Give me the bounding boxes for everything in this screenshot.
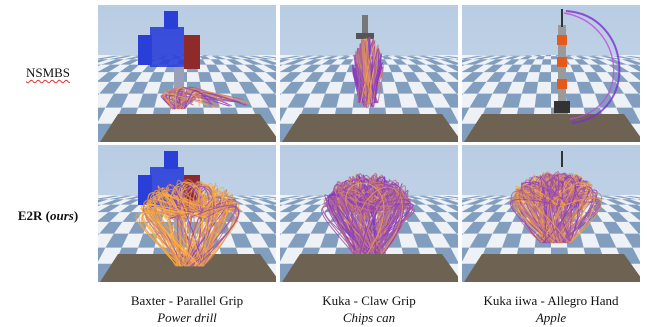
- caption-object: Power drill: [157, 310, 217, 325]
- caption-robot: Kuka - Claw Grip: [322, 293, 416, 308]
- simulation-render: [280, 5, 458, 142]
- caption-iiwa: Kuka iiwa - Allegro Hand Apple: [460, 292, 642, 326]
- caption-robot: Kuka iiwa - Allegro Hand: [483, 293, 619, 308]
- panel-e2r-iiwa: [462, 145, 640, 282]
- panel-nsmbs-kuka: [280, 5, 458, 142]
- panel-nsmbs-baxter: [98, 5, 276, 142]
- simulation-render: [98, 5, 276, 142]
- caption-object: Chips can: [342, 310, 396, 325]
- caption-object: Apple: [535, 310, 567, 325]
- caption-robot: Baxter - Parallel Grip: [130, 293, 244, 308]
- simulation-render: [98, 145, 276, 282]
- panel-e2r-kuka: [280, 145, 458, 282]
- panel-nsmbs-iiwa: [462, 5, 640, 142]
- simulation-render: [462, 145, 640, 282]
- caption-baxter: Baxter - Parallel Grip Power drill: [96, 292, 278, 326]
- row-label-e2r: E2R (ours): [17, 208, 79, 223]
- caption-kuka: Kuka - Claw Grip Chips can: [278, 292, 460, 326]
- simulation-render: [280, 145, 458, 282]
- row-label-nsmbs: NSMBS: [25, 65, 71, 80]
- panel-e2r-baxter: [98, 145, 276, 282]
- simulation-render: [462, 5, 640, 142]
